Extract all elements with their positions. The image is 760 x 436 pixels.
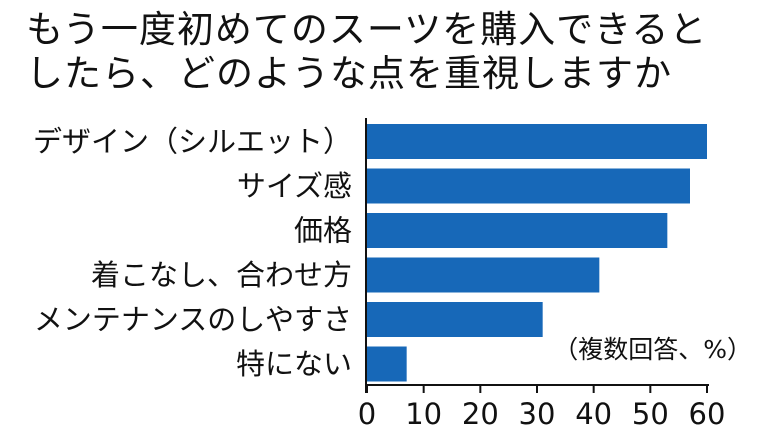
category-labels: デザイン（シルエット） サイズ感価格着こなし、合わせ方メンテナンスのしやすさ特にな… xyxy=(33,125,352,382)
category-label-1: サイズ感 xyxy=(237,169,352,203)
x-tick-label-1: 10 xyxy=(405,397,442,431)
bar-3 xyxy=(367,257,600,293)
x-tick-label-6: 60 xyxy=(689,397,726,431)
unit-note: （複数回答、%） xyxy=(553,335,752,364)
bar-0 xyxy=(367,124,707,159)
x-tick-label-2: 20 xyxy=(462,397,499,431)
chart-title: もう一度初めてのスーツを購入できると したら、どのような点を重視しますか xyxy=(26,8,707,96)
category-label-4: メンテナンスのしやすさ xyxy=(34,303,352,337)
x-tick-label-4: 40 xyxy=(575,397,612,431)
bar-5 xyxy=(367,346,407,382)
bar-1 xyxy=(367,168,690,204)
x-tick-label-5: 50 xyxy=(632,397,669,431)
chart-title-line-1: もう一度初めてのスーツを購入できると xyxy=(26,8,708,51)
bar-4 xyxy=(367,302,543,337)
x-tick-label-3: 30 xyxy=(519,397,556,431)
bars-group xyxy=(367,124,707,382)
x-axis: 0 10 20 30 40 50 60 xyxy=(358,118,726,431)
category-label-5: 特にない xyxy=(236,347,352,381)
category-label-3: 着こなし、合わせ方 xyxy=(91,258,352,292)
chart-title-line-2: したら、どのような点を重視しますか xyxy=(26,52,672,95)
category-label-2: 価格 xyxy=(294,214,352,248)
x-tick-label-0: 0 xyxy=(358,397,376,431)
category-label-0: デザイン（シルエット） xyxy=(33,125,352,159)
bar-2 xyxy=(367,213,668,248)
